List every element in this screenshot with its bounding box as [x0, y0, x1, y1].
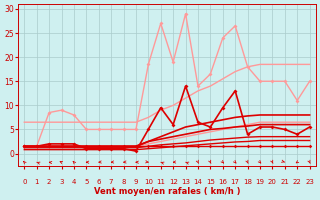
X-axis label: Vent moyen/en rafales ( km/h ): Vent moyen/en rafales ( km/h ) [94, 187, 240, 196]
